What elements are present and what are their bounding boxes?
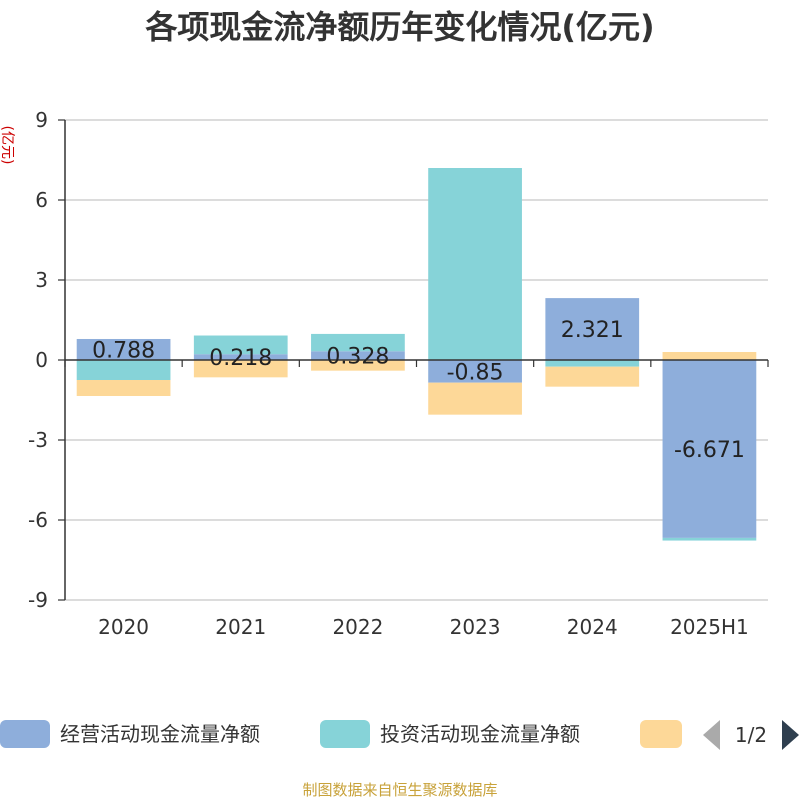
legend-swatch-financing[interactable] (640, 720, 682, 748)
bar-series-1-2025H1[interactable] (662, 537, 757, 541)
bar-series-1-2020[interactable] (76, 360, 171, 380)
grid-layer (65, 119, 768, 601)
data-label: -6.671 (674, 438, 745, 463)
legend-swatch-operating[interactable] (0, 720, 50, 748)
bar-series-0-2021[interactable] (193, 354, 288, 360)
legend-label-operating[interactable]: 经营活动现金流量净额 (60, 722, 260, 746)
y-tick-label: 3 (35, 268, 48, 292)
data-label: 0.328 (326, 345, 389, 370)
data-labels-layer: 0.788 0.218 0.328 -0.85 2.321 -6.671 (92, 318, 745, 463)
bar-series-1-2024[interactable] (545, 360, 640, 367)
data-label: 2.321 (561, 318, 624, 343)
x-tick-label: 2022 (332, 615, 383, 639)
source-note: 制图数据来自恒生聚源数据库 (302, 781, 497, 799)
bars-layer (76, 168, 757, 541)
x-tick-label: 2023 (450, 615, 501, 639)
bar-series-0-2023[interactable] (428, 360, 522, 383)
bar-series-1-2022[interactable] (311, 333, 405, 352)
x-tick-label: 2021 (215, 615, 266, 639)
x-tick-label: 2020 (98, 615, 149, 639)
x-tick-label: 2025H1 (670, 615, 749, 639)
x-tick-label: 2024 (567, 615, 618, 639)
bar-series-2-2023[interactable] (428, 382, 522, 415)
bar-series-2-2020[interactable] (76, 380, 171, 396)
bar-series-0-2020[interactable] (76, 338, 171, 360)
bar-series-0-2022[interactable] (311, 351, 405, 360)
bar-series-0-2024[interactable] (545, 298, 640, 360)
bar-series-2-2021[interactable] (193, 360, 288, 378)
y-tick-label: -3 (28, 428, 48, 452)
legend-next-page-icon[interactable] (782, 720, 799, 750)
y-axis-label: (亿元) (0, 126, 15, 165)
bar-series-1-2023[interactable] (428, 168, 522, 360)
legend: 经营活动现金流量净额 投资活动现金流量净额 1/2 (0, 720, 799, 750)
bar-series-1-2021[interactable] (193, 335, 288, 355)
bar-series-0-2025H1[interactable] (662, 360, 757, 538)
legend-swatch-investing[interactable] (320, 720, 370, 748)
legend-page-indicator: 1/2 (735, 723, 767, 747)
data-label: 0.788 (92, 338, 155, 363)
data-label: 0.218 (209, 346, 272, 371)
legend-label-investing[interactable]: 投资活动现金流量净额 (380, 722, 580, 746)
bar-series-2-2022[interactable] (311, 360, 405, 371)
bar-series-2-2024[interactable] (545, 366, 640, 387)
bar-series-2-2025H1[interactable] (662, 352, 757, 360)
legend-prev-page-icon[interactable] (703, 720, 720, 750)
y-tick-label: 0 (35, 348, 48, 372)
chart-title: 各项现金流净额历年变化情况(亿元) (145, 8, 654, 46)
y-tick-label: 9 (35, 108, 48, 132)
y-tick-label: -9 (28, 588, 48, 612)
data-label: -0.85 (447, 360, 504, 385)
axis-layer: 9 6 3 0 -3 -6 -9 2020 2021 2022 2023 2024 2025H1 (28, 108, 769, 639)
y-tick-label: 6 (35, 188, 48, 212)
y-tick-label: -6 (28, 508, 48, 532)
